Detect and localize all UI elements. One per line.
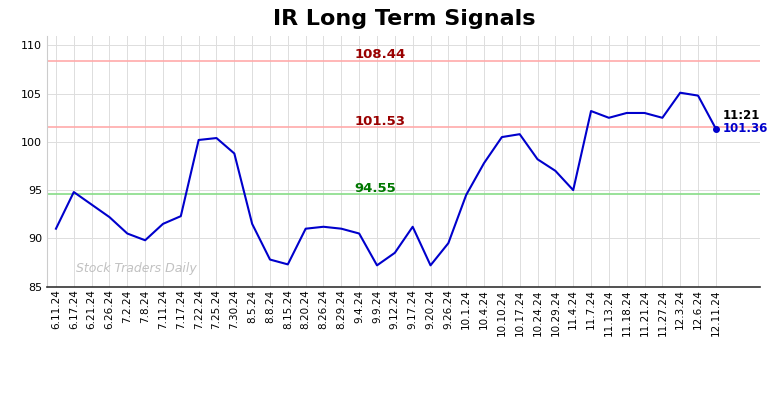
Title: IR Long Term Signals: IR Long Term Signals (273, 9, 535, 29)
Text: 108.44: 108.44 (354, 48, 405, 61)
Text: 11:21: 11:21 (723, 109, 760, 122)
Text: 101.36: 101.36 (723, 122, 768, 135)
Text: 101.53: 101.53 (354, 115, 405, 128)
Text: 94.55: 94.55 (354, 182, 396, 195)
Text: Stock Traders Daily: Stock Traders Daily (75, 261, 196, 275)
